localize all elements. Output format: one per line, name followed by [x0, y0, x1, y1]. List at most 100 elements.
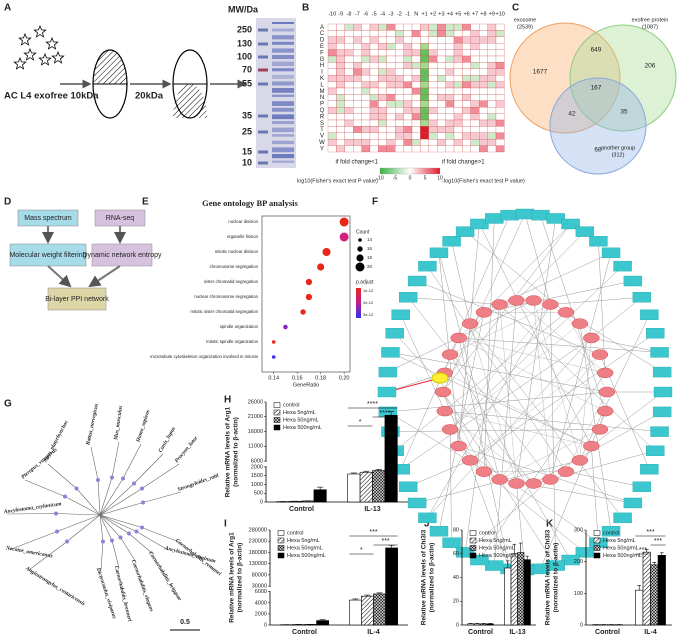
heat-cell	[403, 132, 413, 140]
protein-node	[575, 226, 595, 237]
heat-cell	[411, 23, 421, 31]
heat-cell	[336, 55, 345, 63]
heat-cell	[462, 139, 471, 146]
heat-cell	[495, 36, 505, 44]
label: 1e-12	[363, 288, 374, 293]
bar	[635, 589, 644, 626]
label: (312)	[612, 152, 625, 158]
gene-node	[557, 466, 575, 477]
x-tick-label: 0.14	[268, 375, 279, 381]
heat-cell	[428, 113, 438, 121]
label: +4	[447, 11, 453, 17]
legend-swatch	[277, 530, 285, 536]
heat-cell	[453, 75, 463, 82]
heat-cell	[403, 36, 413, 44]
y-tick-label: 200	[574, 559, 583, 565]
protein-node	[418, 260, 437, 272]
tree-branch	[99, 514, 154, 555]
heat-cell	[386, 68, 396, 76]
heat-cell	[453, 36, 463, 44]
heat-cell	[395, 94, 404, 101]
edge	[464, 479, 551, 553]
heat-cell	[336, 62, 345, 69]
heat-cell	[453, 107, 463, 114]
heat-cell	[361, 30, 371, 37]
heat-cell	[479, 49, 488, 57]
panel-letter: K	[546, 519, 554, 530]
label: exofree protein	[632, 17, 669, 23]
gene-node	[583, 332, 600, 344]
category-label: mitotic sister chromatid segregation	[190, 309, 258, 314]
heat-cell	[395, 87, 404, 95]
heat-cell	[386, 62, 396, 69]
label: (normalized to β-actin)	[237, 543, 244, 613]
protein-node	[623, 497, 643, 509]
heat-cell	[378, 119, 387, 127]
heat-cell	[361, 43, 371, 50]
edge	[499, 354, 601, 480]
label: D	[320, 38, 325, 44]
heat-cell	[327, 94, 337, 101]
gene-node	[450, 440, 467, 452]
bar	[361, 595, 374, 626]
label: (normalized to β-actin)	[233, 417, 240, 487]
label: N	[414, 11, 418, 17]
heat-cell	[369, 62, 379, 69]
heat-cell	[361, 119, 371, 127]
bar	[313, 489, 327, 503]
heat-cell	[344, 36, 354, 44]
edge	[591, 391, 664, 447]
heat-cell	[361, 75, 371, 82]
heat-cell	[487, 30, 497, 37]
heat-cell	[336, 30, 345, 37]
dot	[339, 217, 349, 227]
heat-cell	[445, 81, 455, 89]
heat-cell	[395, 107, 404, 114]
heat-cell	[344, 43, 354, 50]
heat-cell	[327, 100, 337, 108]
heat-cell	[353, 94, 362, 101]
heat-cell	[336, 43, 345, 50]
y-tick-label: 21000	[248, 414, 263, 420]
protein-node	[653, 386, 673, 398]
heat-cell	[395, 68, 404, 76]
label: +5	[455, 11, 461, 17]
heat-cell	[445, 107, 455, 114]
edge	[427, 265, 567, 472]
heat-cell	[344, 119, 354, 127]
y-tick-label: 0	[264, 622, 267, 628]
heat-cell	[378, 30, 387, 37]
y-tick-label: 6000	[255, 589, 267, 595]
y-tick-label: 230000	[249, 539, 267, 545]
heat-cell	[395, 100, 404, 108]
gene-node	[450, 332, 467, 344]
heat-cell	[369, 55, 379, 63]
edge	[458, 337, 606, 412]
y-tick-label: 500	[254, 491, 263, 497]
heat-cell	[420, 75, 429, 82]
heat-cell	[386, 43, 396, 50]
legend-swatch	[469, 530, 477, 536]
heat-cell	[487, 94, 497, 101]
plot-frame	[261, 215, 351, 373]
label: H	[320, 63, 324, 69]
heat-cell	[411, 132, 421, 140]
heat-cell	[428, 119, 438, 127]
y-tick-label: 1000	[251, 482, 263, 488]
star-icon	[33, 24, 47, 38]
heat-cell	[411, 100, 421, 108]
edge	[417, 280, 601, 355]
heat-cell	[378, 81, 387, 89]
heat-cell	[403, 107, 413, 114]
bar	[304, 624, 317, 626]
protein-node	[442, 537, 461, 548]
edge	[438, 252, 500, 480]
heat-cell	[462, 107, 471, 114]
category-label: mitotic spindle organization	[206, 339, 258, 344]
heat-cell	[487, 107, 497, 114]
significance: ***	[639, 547, 647, 554]
tree-node	[74, 486, 79, 491]
label: -log10(Fisher's exact test P value)	[442, 178, 525, 184]
heat-cell	[453, 94, 463, 101]
heat-cell	[479, 23, 488, 31]
